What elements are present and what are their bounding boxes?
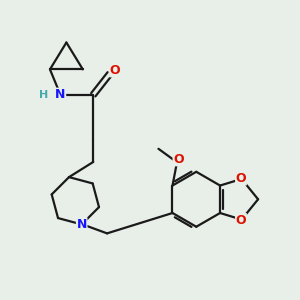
- Text: O: O: [110, 64, 120, 77]
- Text: N: N: [76, 218, 87, 231]
- Text: N: N: [55, 88, 66, 101]
- Text: O: O: [236, 214, 246, 227]
- Text: O: O: [236, 172, 246, 185]
- Text: O: O: [173, 153, 184, 166]
- Text: H: H: [39, 90, 49, 100]
